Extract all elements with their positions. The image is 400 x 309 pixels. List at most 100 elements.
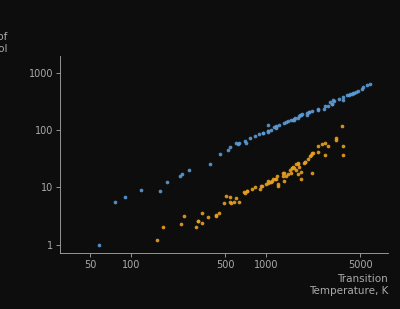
Point <box>297 113 303 118</box>
Point <box>272 124 279 129</box>
Point <box>303 110 310 115</box>
Point <box>315 150 321 155</box>
Point <box>271 124 278 129</box>
Point <box>242 138 248 143</box>
Point <box>269 178 276 183</box>
Point <box>292 116 298 121</box>
Point <box>274 174 280 179</box>
Point <box>199 211 205 216</box>
Point <box>358 86 365 91</box>
Point <box>339 123 346 128</box>
Point <box>367 82 373 87</box>
Point <box>315 144 322 149</box>
Point <box>260 130 266 135</box>
Y-axis label: Enthalpy of
Transition, kJ/mol: Enthalpy of Transition, kJ/mol <box>0 32 8 54</box>
Point <box>346 92 352 97</box>
Point <box>305 156 311 161</box>
Point <box>195 218 202 223</box>
Point <box>310 150 316 155</box>
Point <box>331 99 337 104</box>
Point <box>340 95 346 99</box>
Point <box>348 92 355 97</box>
Point <box>216 211 223 216</box>
Point <box>284 171 291 176</box>
Point <box>265 130 272 135</box>
Point <box>336 97 343 102</box>
Point <box>228 201 234 205</box>
Point <box>306 110 312 115</box>
Point <box>309 109 316 114</box>
Point <box>340 144 346 149</box>
Point <box>204 215 211 220</box>
Point <box>287 168 294 173</box>
Point <box>263 182 269 187</box>
Point <box>290 164 297 169</box>
Point <box>333 136 339 141</box>
Point <box>265 180 272 185</box>
Point <box>298 177 304 182</box>
Point <box>347 92 353 97</box>
Point <box>320 107 327 112</box>
Point <box>326 99 333 104</box>
Point <box>289 166 295 171</box>
Point <box>244 188 251 193</box>
Point <box>351 90 358 95</box>
Point <box>227 195 233 200</box>
Point <box>295 116 302 121</box>
Point <box>159 225 166 230</box>
Point <box>291 117 297 122</box>
Point <box>194 218 201 223</box>
Point <box>236 200 242 205</box>
Point <box>265 129 272 133</box>
Point <box>283 174 289 179</box>
Point <box>307 154 314 159</box>
Point <box>227 200 234 205</box>
Point <box>333 138 339 143</box>
Point <box>288 165 295 170</box>
Point <box>299 112 306 116</box>
Point <box>296 165 302 170</box>
Point <box>281 121 287 125</box>
Point <box>260 130 266 135</box>
Point <box>270 176 276 181</box>
Point <box>315 108 321 112</box>
Point <box>268 128 274 133</box>
Point <box>364 83 370 88</box>
Point <box>233 140 239 145</box>
Point <box>283 119 290 124</box>
Point <box>244 189 250 194</box>
Point <box>252 185 258 190</box>
Point <box>306 110 313 115</box>
Point <box>293 167 299 172</box>
Point <box>322 153 328 158</box>
Point <box>280 173 286 178</box>
Point <box>291 165 298 170</box>
Point <box>268 179 275 184</box>
Point <box>287 170 294 175</box>
Point <box>322 104 328 109</box>
Point <box>207 161 213 166</box>
Point <box>319 141 325 146</box>
Point <box>273 177 280 182</box>
Point <box>164 180 170 184</box>
Point <box>179 171 185 176</box>
Point <box>243 140 250 145</box>
Point <box>315 107 321 112</box>
Point <box>272 124 279 129</box>
Point <box>241 190 248 195</box>
Point <box>352 90 359 95</box>
Point <box>265 123 272 128</box>
Point <box>304 112 310 117</box>
Point <box>138 187 145 192</box>
Point <box>308 171 315 176</box>
Point <box>252 133 258 138</box>
Point <box>112 199 118 204</box>
Point <box>298 112 305 117</box>
Point <box>121 194 128 199</box>
Point <box>213 212 220 217</box>
Point <box>296 113 302 118</box>
Point <box>181 213 188 218</box>
Point <box>248 187 255 192</box>
Point <box>242 191 248 196</box>
Point <box>227 144 234 149</box>
